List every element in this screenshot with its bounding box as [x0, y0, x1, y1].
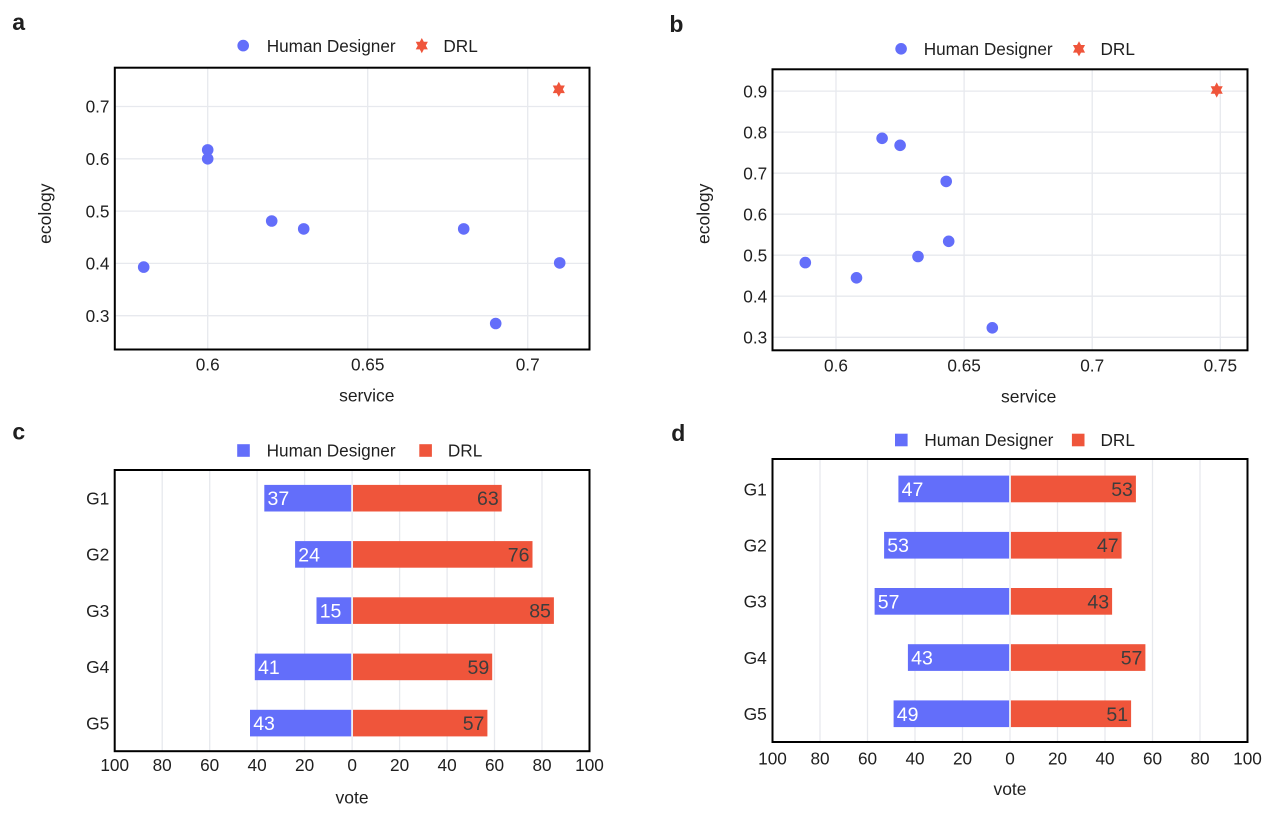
svg-text:DRL: DRL — [1101, 39, 1135, 59]
svg-text:60: 60 — [200, 755, 219, 775]
svg-text:49: 49 — [897, 704, 919, 726]
svg-text:0.6: 0.6 — [824, 356, 848, 376]
svg-text:G5: G5 — [86, 713, 109, 733]
svg-text:100: 100 — [100, 755, 129, 775]
svg-text:0.6: 0.6 — [196, 355, 220, 375]
svg-text:47: 47 — [902, 479, 924, 501]
svg-text:0.65: 0.65 — [947, 356, 980, 376]
svg-text:0: 0 — [1005, 749, 1015, 769]
svg-text:d: d — [671, 420, 685, 446]
svg-text:G4: G4 — [744, 648, 768, 668]
svg-text:0.5: 0.5 — [86, 201, 110, 221]
svg-text:100: 100 — [1233, 749, 1262, 769]
svg-text:G3: G3 — [86, 601, 109, 621]
svg-text:vote: vote — [336, 787, 369, 807]
svg-text:43: 43 — [1087, 591, 1109, 613]
svg-text:43: 43 — [253, 713, 275, 735]
svg-text:Human Designer: Human Designer — [267, 36, 396, 56]
svg-text:G3: G3 — [744, 592, 767, 612]
svg-text:80: 80 — [153, 755, 172, 775]
svg-text:0.3: 0.3 — [86, 306, 110, 326]
svg-text:40: 40 — [1095, 749, 1114, 769]
svg-text:service: service — [1001, 386, 1056, 406]
svg-text:a: a — [12, 9, 25, 35]
svg-text:47: 47 — [1097, 535, 1119, 557]
svg-text:G2: G2 — [744, 536, 767, 556]
svg-text:b: b — [669, 11, 683, 37]
svg-text:G4: G4 — [86, 657, 110, 677]
svg-text:ecology: ecology — [35, 183, 55, 244]
svg-text:vote: vote — [993, 779, 1026, 799]
svg-text:20: 20 — [390, 755, 409, 775]
svg-text:0.8: 0.8 — [743, 122, 767, 142]
svg-text:59: 59 — [467, 657, 489, 679]
svg-text:0.7: 0.7 — [1080, 356, 1104, 376]
svg-text:service: service — [339, 386, 394, 406]
svg-text:0.7: 0.7 — [516, 355, 540, 375]
svg-text:80: 80 — [1190, 749, 1209, 769]
svg-text:20: 20 — [1048, 749, 1067, 769]
svg-text:0.7: 0.7 — [86, 97, 110, 117]
svg-text:Human Designer: Human Designer — [924, 430, 1053, 450]
svg-text:100: 100 — [575, 755, 604, 775]
svg-text:51: 51 — [1106, 704, 1128, 726]
svg-text:60: 60 — [1143, 749, 1162, 769]
svg-text:53: 53 — [1111, 479, 1133, 501]
svg-text:ecology: ecology — [694, 183, 714, 244]
svg-text:24: 24 — [298, 544, 320, 566]
svg-text:G5: G5 — [744, 704, 767, 724]
svg-text:G1: G1 — [86, 489, 109, 509]
svg-text:57: 57 — [463, 713, 485, 735]
svg-text:G1: G1 — [744, 479, 767, 499]
svg-text:0.4: 0.4 — [743, 286, 767, 306]
svg-text:c: c — [12, 419, 25, 445]
svg-text:40: 40 — [248, 755, 267, 775]
svg-text:60: 60 — [485, 755, 504, 775]
svg-text:57: 57 — [878, 591, 900, 613]
svg-text:0.4: 0.4 — [86, 254, 110, 274]
svg-text:0.6: 0.6 — [743, 204, 767, 224]
svg-text:100: 100 — [758, 749, 787, 769]
svg-text:DRL: DRL — [448, 441, 482, 461]
svg-text:43: 43 — [911, 648, 933, 670]
svg-text:80: 80 — [532, 755, 551, 775]
svg-text:20: 20 — [295, 755, 314, 775]
svg-text:57: 57 — [1121, 648, 1143, 670]
svg-text:0.9: 0.9 — [743, 81, 767, 101]
svg-text:76: 76 — [508, 544, 530, 566]
svg-text:DRL: DRL — [443, 36, 477, 56]
svg-text:0.3: 0.3 — [743, 328, 767, 348]
svg-text:63: 63 — [477, 488, 499, 510]
svg-text:Human Designer: Human Designer — [924, 39, 1053, 59]
svg-text:15: 15 — [320, 601, 342, 623]
svg-text:0.7: 0.7 — [743, 163, 767, 183]
svg-text:80: 80 — [810, 749, 829, 769]
svg-text:G2: G2 — [86, 545, 109, 565]
svg-text:0.6: 0.6 — [86, 149, 110, 169]
svg-text:40: 40 — [438, 755, 457, 775]
svg-text:53: 53 — [887, 535, 909, 557]
svg-text:40: 40 — [905, 749, 924, 769]
svg-text:41: 41 — [258, 657, 280, 679]
svg-text:60: 60 — [858, 749, 877, 769]
svg-text:0.75: 0.75 — [1204, 356, 1237, 376]
svg-text:85: 85 — [529, 601, 551, 623]
svg-text:0.65: 0.65 — [351, 355, 384, 375]
svg-text:20: 20 — [953, 749, 972, 769]
svg-text:0: 0 — [347, 755, 357, 775]
svg-text:0.5: 0.5 — [743, 245, 767, 265]
svg-text:37: 37 — [268, 488, 290, 510]
svg-text:DRL: DRL — [1101, 430, 1135, 450]
svg-text:Human Designer: Human Designer — [267, 441, 396, 461]
